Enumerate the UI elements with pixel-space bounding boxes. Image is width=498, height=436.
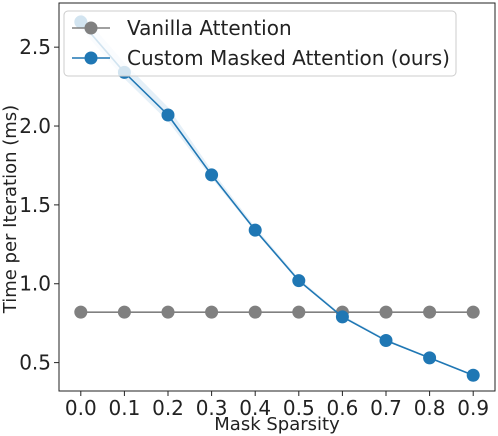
series-1-line [80,21,474,376]
y-tick-label: 1.0 [19,272,51,296]
legend-label-0: Vanilla Attention [127,16,292,40]
legend-box [63,10,457,77]
legend: Vanilla Attention Custom Masked Attention… [63,10,457,77]
legend-marker-1 [84,51,98,65]
series-0-point [248,305,262,319]
x-tick-label: 0.8 [414,396,446,420]
series-0-point [292,305,306,319]
x-tick-label: 0.3 [196,396,228,420]
series-0-point [466,305,480,319]
series-0-point [205,305,219,319]
y-axis-label: Time per Iteration (ms) [0,105,21,314]
series-0-point [423,305,437,319]
series-1-point [205,168,219,182]
x-tick-label: 0.9 [457,396,489,420]
x-tick-label: 0.7 [370,396,402,420]
series-1-point [335,310,349,324]
legend-label-1: Custom Masked Attention (ours) [127,46,450,70]
series-1-point [466,368,480,382]
plot-frame [58,2,496,392]
series-1-point [248,223,262,237]
x-tick-label: 0.2 [152,396,184,420]
axes-layer: 0.0 0.1 0.2 0.3 0.4 0.5 0.6 0.7 0.8 0.9 0.5 1.0 1.5 2… [19,2,496,420]
series-0-point [379,305,393,319]
x-tick-label: 0.0 [65,396,97,420]
series-0-point [74,305,88,319]
series-1-point [379,334,393,348]
series-1-point [161,108,175,122]
x-tick-label: 0.1 [108,396,140,420]
y-tick-label: 2.5 [19,35,51,59]
y-tick-label: 1.5 [19,193,51,217]
series-0-point [161,305,175,319]
x-axis-label: Mask Sparsity [214,414,340,435]
y-tick-label: 2.0 [19,114,51,138]
x-tick-label: 0.5 [283,396,315,420]
y-tick-label: 0.5 [19,351,51,375]
x-tick-label: 0.4 [239,396,271,420]
series-0-point [117,305,131,319]
series-layer [74,15,480,382]
legend-marker-0 [84,21,98,35]
series-1-point [423,351,437,365]
series-1-point [292,274,306,288]
x-tick-label: 0.6 [326,396,358,420]
